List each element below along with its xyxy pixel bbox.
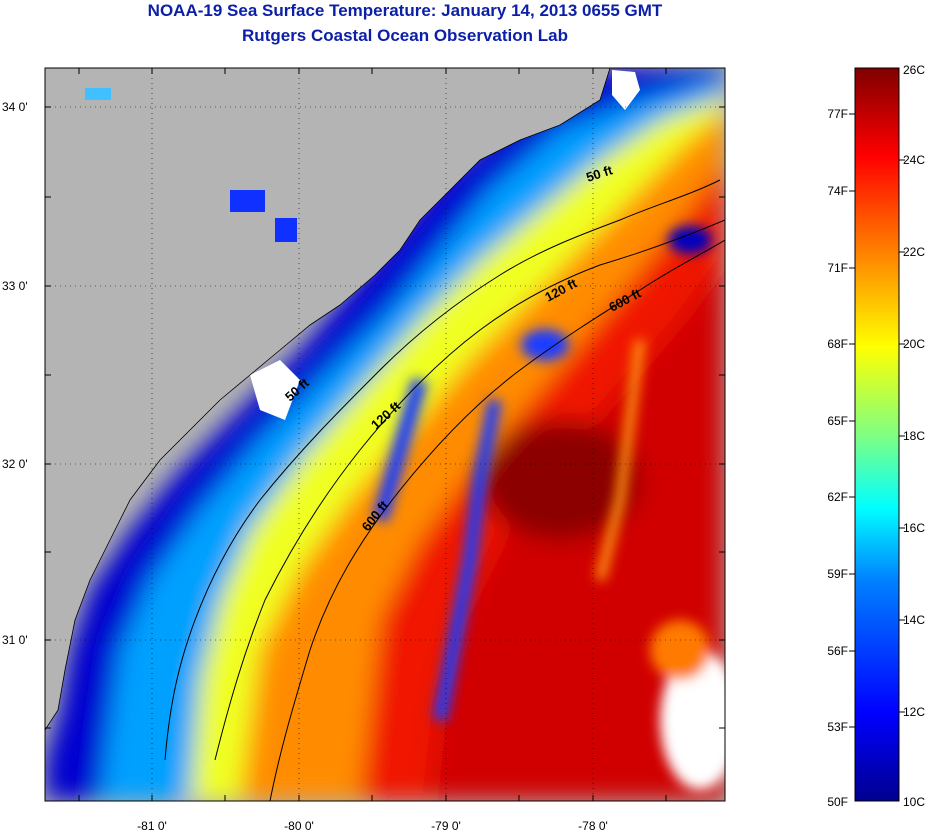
colorbar-c-label: 18C [903,429,925,443]
coastline [45,68,611,731]
colorbar-c-label: 14C [903,613,925,627]
land-mass [45,68,610,730]
lon-label: -80 0' [284,819,314,832]
colorbar-f-label: 71F [827,261,848,275]
lat-label: 32 0' [2,457,28,471]
lon-label: -79 0' [431,819,461,832]
map-subtitle: Rutgers Coastal Ocean Observation Lab [242,26,568,45]
colorbar-f-label: 68F [827,337,848,351]
colorbar-f-label: 56F [827,644,848,658]
contour-50ft [164,179,721,761]
axis-ticks [45,68,725,801]
lon-label: -81 0' [137,819,167,832]
colorbar-c-label: 12C [903,705,925,719]
colorbar-c-label: 16C [903,521,925,535]
colorbar-f-label: 50F [827,795,848,809]
map-frame [44,67,726,802]
lon-label: -78 0' [578,819,608,832]
map-title: NOAA-19 Sea Surface Temperature: January… [147,1,663,20]
colorbar-f-label: 74F [827,184,848,198]
sst-image: 50 ft 120 ft 600 ft 120 ft 600 ft 50 ft [45,68,725,801]
colorbar-f-label: 53F [827,720,848,734]
lat-label: 33 0' [2,279,28,293]
lat-label: 34 0' [2,100,28,114]
contour-600ft [269,239,725,801]
colorbar-c-label: 20C [903,337,925,351]
graticule [45,68,725,801]
colorbar-c-label: 22C [903,245,925,259]
colorbar-c-label: 10C [903,795,925,809]
colorbar-c-label: 24C [903,153,925,167]
colorbar-gradient [854,67,900,802]
colorbar: 77F 74F 71F 68F 65F 62F 59F 56F 53F 50F … [827,63,925,809]
lat-label: 31 0' [2,633,28,647]
colorbar-f-label: 62F [827,490,848,504]
colorbar-f-label: 65F [827,414,848,428]
colorbar-f-label: 59F [827,567,848,581]
contour-120ft [214,219,725,761]
colorbar-f-label: 77F [827,107,848,121]
colorbar-c-label: 26C [903,63,925,77]
